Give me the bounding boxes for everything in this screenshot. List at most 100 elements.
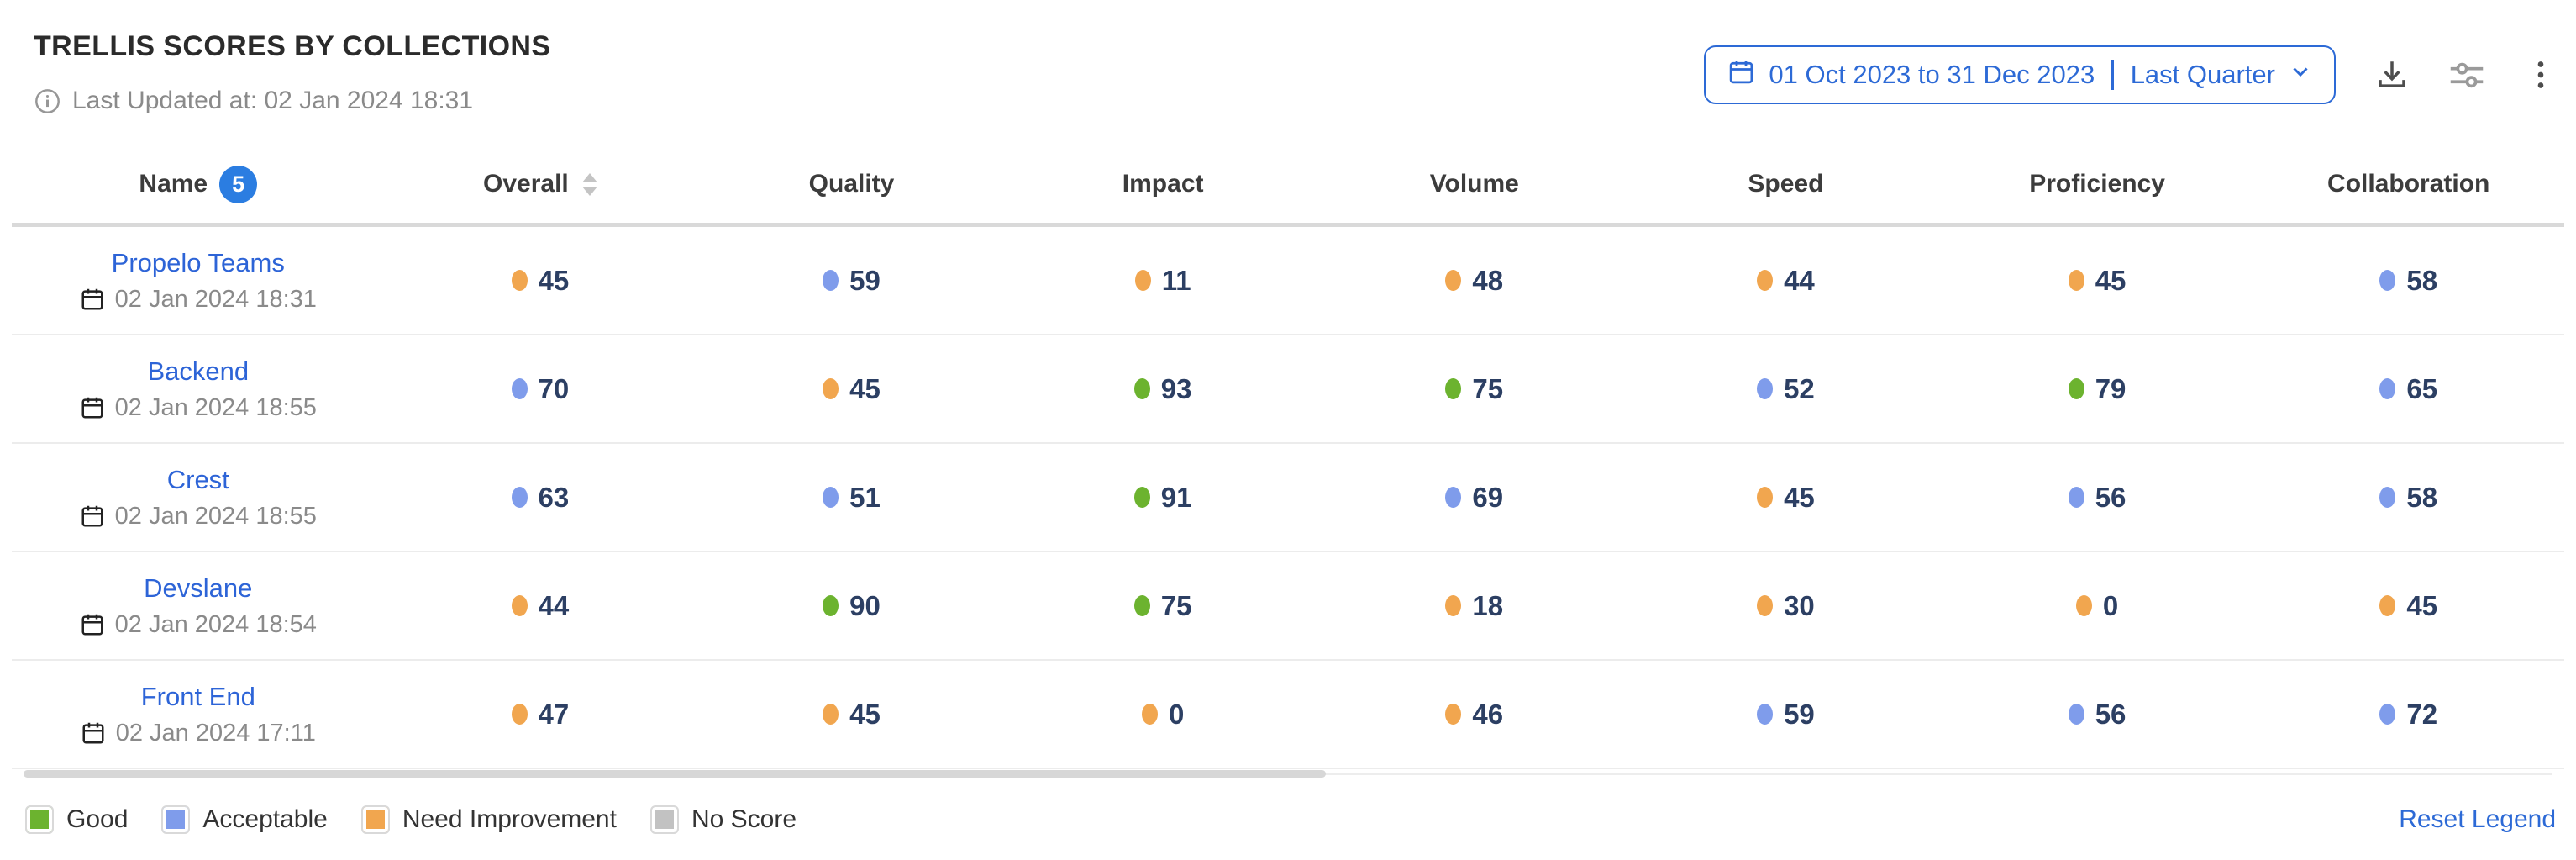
score-cell: 11 <box>1007 265 1319 297</box>
row-updated: 02 Jan 2024 18:55 <box>80 394 317 422</box>
score-dot <box>511 487 528 508</box>
score-value: 56 <box>2095 698 2127 730</box>
row-updated: 02 Jan 2024 17:11 <box>81 720 316 747</box>
score-value: 69 <box>1472 481 1504 513</box>
good-swatch-icon <box>25 805 54 834</box>
score-value: 47 <box>538 698 570 730</box>
table-row: Front End 02 Jan 2024 17:11 47 45 0 46 59 56 72 <box>12 661 2564 769</box>
download-button[interactable] <box>2374 57 2410 92</box>
chevron-down-icon <box>2289 60 2312 90</box>
score-cell: 75 <box>1007 590 1319 622</box>
row-updated-text: 02 Jan 2024 18:55 <box>114 502 317 530</box>
score-value: 79 <box>2095 372 2127 404</box>
score-dot <box>2068 704 2084 725</box>
score-cell: 59 <box>696 265 1007 297</box>
score-dot <box>1133 595 1150 616</box>
collection-link[interactable]: Front End <box>140 681 255 711</box>
calendar-icon <box>80 395 105 420</box>
calendar-icon <box>80 504 105 529</box>
no-score-swatch-icon <box>649 805 679 834</box>
table-header-row: Name 5 Overall Quality Impact Volume Spe… <box>12 145 2564 227</box>
column-header-label: Overall <box>483 170 569 198</box>
score-value: 59 <box>849 264 881 296</box>
column-header-speed: Speed <box>1748 170 1824 198</box>
score-cell: 0 <box>1007 699 1319 731</box>
column-header-name: Name 5 <box>12 165 385 203</box>
score-cell: 51 <box>696 482 1007 514</box>
info-circle-icon <box>34 87 61 115</box>
legend-label: Good <box>66 805 129 833</box>
collection-link[interactable]: Crest <box>166 464 229 494</box>
column-header-overall[interactable]: Overall <box>385 170 697 198</box>
score-value: 18 <box>1472 589 1504 621</box>
more-menu-button[interactable] <box>2524 58 2558 92</box>
score-value: 30 <box>1784 589 1815 621</box>
score-value: 11 <box>1161 264 1191 296</box>
score-value: 44 <box>538 589 570 621</box>
score-dot <box>1445 704 1462 725</box>
score-dot <box>823 270 839 291</box>
score-cell: 44 <box>385 590 697 622</box>
download-icon <box>2374 61 2410 95</box>
score-dot <box>2379 487 2396 508</box>
name-cell: Devslane 02 Jan 2024 18:54 <box>12 573 385 639</box>
name-cell: Front End 02 Jan 2024 17:11 <box>12 682 385 747</box>
score-cell: 47 <box>385 699 697 731</box>
column-header-proficiency: Proficiency <box>2029 170 2165 198</box>
widget-title: TRELLIS SCORES BY COLLECTIONS <box>34 30 551 62</box>
trellis-scores-table: Name 5 Overall Quality Impact Volume Spe… <box>0 145 2576 779</box>
score-value: 46 <box>1472 698 1504 730</box>
legend-item-good[interactable]: Good <box>25 805 128 834</box>
vertical-ellipsis-icon <box>2524 61 2558 94</box>
legend-items: Good Acceptable Need Improvement No Scor… <box>25 805 796 834</box>
need-improvement-swatch-icon <box>360 805 390 834</box>
date-range-picker[interactable]: 01 Oct 2023 to 31 Dec 2023 Last Quarter <box>1704 45 2336 104</box>
legend-item-need-improvement[interactable]: Need Improvement <box>360 805 617 834</box>
score-value: 48 <box>1472 264 1504 296</box>
sort-carets-icon[interactable] <box>581 172 597 196</box>
row-updated-text: 02 Jan 2024 17:11 <box>115 719 316 747</box>
score-dot <box>823 704 839 725</box>
row-updated: 02 Jan 2024 18:54 <box>80 611 317 639</box>
table-row: Propelo Teams 02 Jan 2024 18:31 45 59 11 48 44… <box>12 227 2564 335</box>
date-preset-label: Last Quarter <box>2130 60 2275 89</box>
date-range-separator <box>2111 60 2114 90</box>
name-cell: Crest 02 Jan 2024 18:55 <box>12 465 385 530</box>
row-updated-text: 02 Jan 2024 18:31 <box>114 285 317 313</box>
score-cell: 18 <box>1318 590 1630 622</box>
column-header-collaboration: Collaboration <box>2327 170 2490 198</box>
settings-button[interactable] <box>2448 56 2485 93</box>
header-actions: 01 Oct 2023 to 31 Dec 2023 Last Quarter <box>1704 30 2558 104</box>
score-value: 45 <box>2095 264 2127 296</box>
score-dot <box>823 595 839 616</box>
column-header-volume: Volume <box>1429 170 1519 198</box>
score-dot <box>2379 595 2396 616</box>
collection-link[interactable]: Propelo Teams <box>111 247 285 277</box>
score-cell: 56 <box>1942 699 2253 731</box>
collection-link[interactable]: Devslane <box>144 572 253 603</box>
score-dot <box>1757 595 1774 616</box>
collection-link[interactable]: Backend <box>147 356 250 386</box>
score-dot <box>1445 378 1462 399</box>
legend-label: No Score <box>691 805 797 833</box>
legend-item-acceptable[interactable]: Acceptable <box>161 805 328 834</box>
score-value: 93 <box>1160 372 1192 404</box>
score-cell: 90 <box>696 590 1007 622</box>
score-cell: 58 <box>2253 482 2564 514</box>
scrollbar-thumb[interactable] <box>24 770 1327 778</box>
column-header-label: Name <box>139 170 208 198</box>
score-value: 44 <box>1784 264 1815 296</box>
score-dot <box>1757 270 1774 291</box>
score-value: 72 <box>2406 698 2438 730</box>
score-dot <box>511 595 528 616</box>
score-cell: 63 <box>385 482 697 514</box>
row-updated-text: 02 Jan 2024 18:55 <box>114 393 317 421</box>
table-body: Propelo Teams 02 Jan 2024 18:31 45 59 11 48 44… <box>12 227 2564 769</box>
score-dot <box>1134 270 1151 291</box>
score-value: 70 <box>538 372 570 404</box>
legend-item-no-score[interactable]: No Score <box>649 805 797 834</box>
collection-count-badge: 5 <box>219 165 258 203</box>
score-value: 45 <box>849 372 881 404</box>
reset-legend-link[interactable]: Reset Legend <box>2399 805 2556 833</box>
score-dot <box>2075 595 2092 616</box>
